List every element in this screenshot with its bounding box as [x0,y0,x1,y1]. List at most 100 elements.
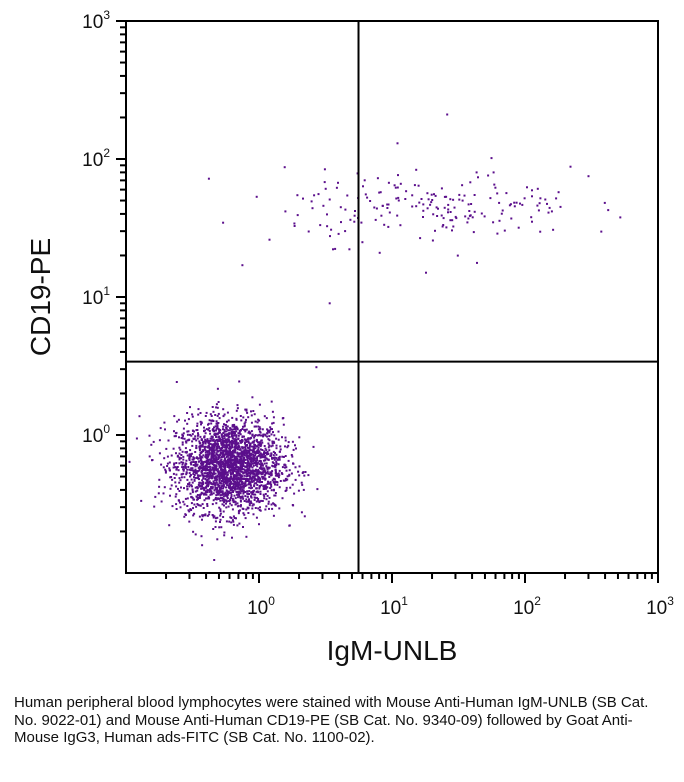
event-point [196,470,199,473]
event-point [247,472,250,474]
event-point [225,426,228,429]
event-point [213,443,216,445]
event-point [209,413,212,416]
event-point [219,494,222,497]
event-point [213,559,216,561]
event-point [222,472,225,475]
event-point [271,410,274,413]
event-point [272,462,275,464]
event-point [168,469,171,472]
event-point [411,194,414,197]
event-point [216,516,219,519]
event-point [257,461,260,464]
event-point [222,465,225,468]
event-point [198,485,201,488]
event-point [228,500,231,502]
event-point [294,444,296,447]
event-point [202,476,205,479]
event-point [257,446,260,449]
event-point [185,473,188,476]
event-point [170,484,173,487]
event-point [206,474,209,477]
event-point [300,481,303,484]
event-point [202,467,205,470]
event-point [212,473,215,476]
event-point [203,460,206,463]
event-point [251,477,254,480]
event-point [188,520,191,523]
event-point [202,514,205,517]
event-point [199,435,202,438]
event-point [205,486,208,489]
event-point [186,488,189,491]
event-point [215,429,217,432]
event-point [301,472,304,474]
event-point [229,502,232,505]
event-point [220,458,223,461]
event-point [231,441,234,444]
event-point [387,203,390,206]
event-point [189,492,192,495]
event-point [202,454,205,457]
event-point [199,493,202,496]
event-point [211,514,214,516]
event-point [208,453,211,456]
event-point [191,491,194,494]
event-point [200,485,203,488]
event-point [213,426,215,429]
event-point [176,466,179,468]
event-point [233,451,236,454]
event-point [267,500,270,503]
event-point [411,205,414,208]
event-point [158,439,161,442]
event-point [236,442,239,445]
event-point [284,466,286,469]
event-point [217,439,220,442]
event-point [233,442,236,445]
event-point [397,174,399,177]
event-point [264,484,267,487]
event-point [387,181,390,184]
event-point [237,432,240,435]
event-point [211,459,213,462]
event-point [269,481,272,484]
event-point [178,481,181,484]
event-point [259,460,262,463]
event-point [521,203,524,206]
event-point [186,430,189,433]
event-point [209,437,212,440]
event-point [446,113,449,116]
event-point [223,531,226,534]
event-point [241,466,244,469]
event-point [454,215,457,218]
event-point [180,461,183,464]
event-point [219,462,222,465]
event-point [208,490,211,493]
event-point [207,177,210,180]
event-point [278,474,281,477]
event-point [281,473,284,475]
event-point [181,436,184,439]
event-point [303,474,306,477]
event-point [263,452,265,455]
event-point [200,471,203,474]
event-point [206,460,209,463]
event-point [260,464,263,467]
event-point [240,476,242,479]
event-point [211,436,214,439]
event-point [281,455,284,458]
event-point [422,209,425,212]
event-point [235,461,238,464]
event-point [234,503,237,506]
event-point [243,468,246,471]
event-point [201,479,204,482]
event-point [376,177,379,180]
event-point [173,430,175,433]
event-point [239,488,242,491]
y-tick-base: 10 [82,150,103,171]
event-point [264,459,267,462]
event-point [205,497,207,500]
event-point [263,470,266,473]
event-point [247,441,250,444]
